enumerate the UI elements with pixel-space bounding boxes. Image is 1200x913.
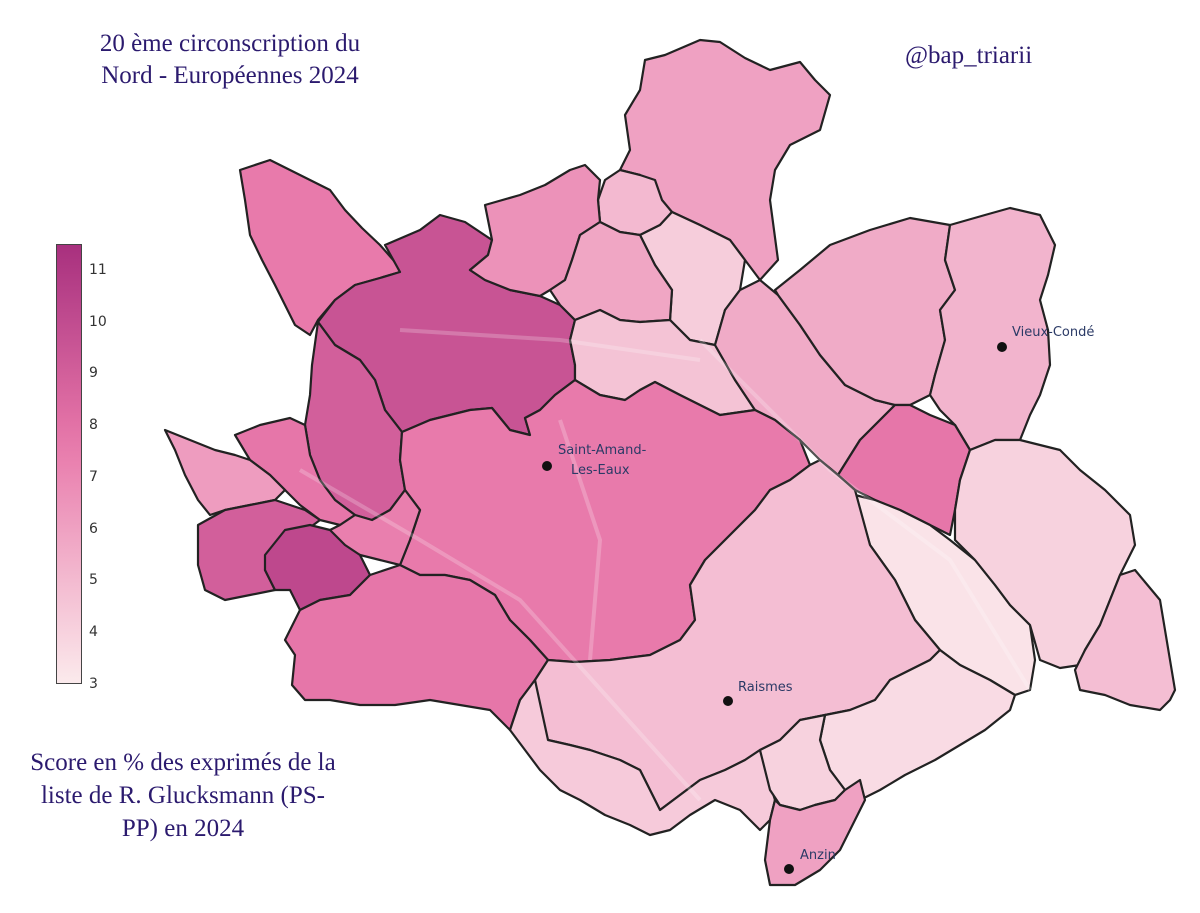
town-dot-saint-amand [542,461,552,471]
caption-line-3: PP) en 2024 [121,815,245,842]
caption-line-2: liste de R. Glucksmann (PS- [40,782,325,809]
town-label-anzin: Anzin [800,848,836,863]
road-overlay [298,328,1032,802]
town-markers: Saint-Amand- Les-Eaux Vieux-Condé Raisme… [542,325,1094,874]
town-label-raismes: Raismes [738,680,793,695]
colorbar-tick: 6 [89,520,98,537]
colorbar-tick: 9 [89,365,98,382]
author-handle: @bap_triarii [905,42,1033,69]
title-line-1: 20 ème circonscription du [99,30,361,57]
town-dot-anzin [784,864,794,874]
title-line-2: Nord - Européennes 2024 [101,62,359,89]
legend-caption: Score en % des exprimés de la liste de R… [8,746,358,845]
colorbar-tick: 11 [89,261,107,278]
colorbar-tick: 4 [89,624,98,641]
colorbar-tick: 5 [89,572,98,589]
town-label-vieux-conde: Vieux-Condé [1012,325,1094,340]
caption-line-1: Score en % des exprimés de la [30,749,336,776]
colorbar [56,244,82,684]
colorbar-tick: 7 [89,468,98,485]
colorbar-tick: 10 [89,313,107,330]
town-dot-raismes [723,696,733,706]
town-label-saint-amand-1: Saint-Amand- [558,443,647,458]
commune-far-east[interactable] [1073,568,1177,712]
commune-anzin[interactable] [763,778,867,887]
colorbar-tick: 3 [89,676,98,692]
town-label-saint-amand-2: Les-Eaux [571,463,630,478]
town-dot-vieux-conde [997,342,1007,352]
map-title: 20 ème circonscription du Nord - Europée… [40,28,420,92]
colorbar-tick: 8 [89,417,98,434]
